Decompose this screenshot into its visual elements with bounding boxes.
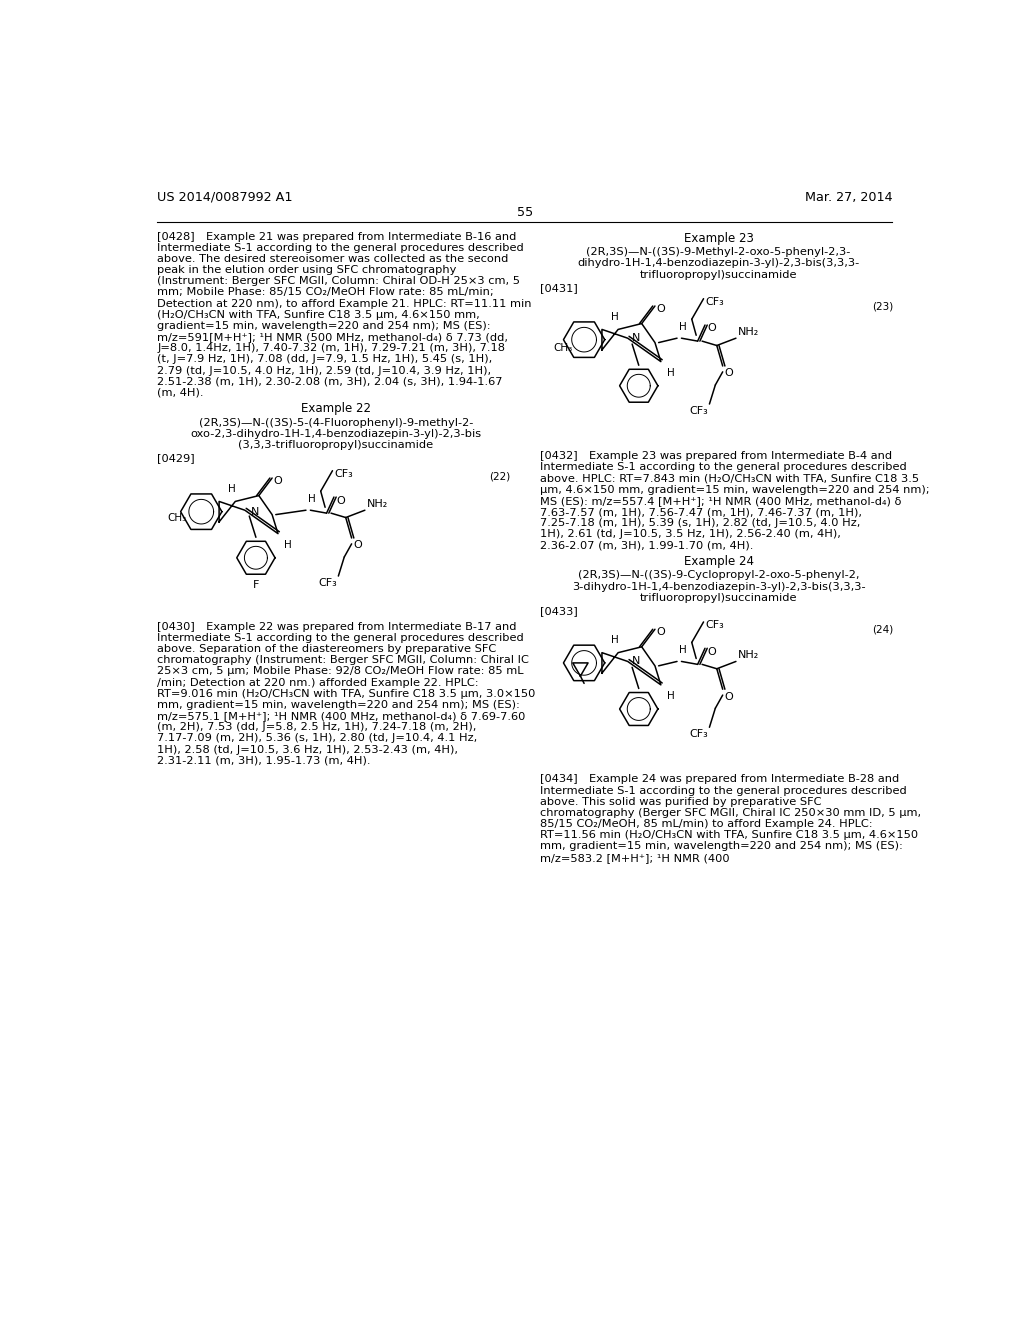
Text: [0434] Example 24 was prepared from Intermediate B-28 and: [0434] Example 24 was prepared from Inte… bbox=[541, 775, 899, 784]
Text: mm; Mobile Phase: 85/15 CO₂/MeOH Flow rate: 85 mL/min;: mm; Mobile Phase: 85/15 CO₂/MeOH Flow ra… bbox=[158, 288, 495, 297]
Text: 2.79 (td, J=10.5, 4.0 Hz, 1H), 2.59 (td, J=10.4, 3.9 Hz, 1H),: 2.79 (td, J=10.5, 4.0 Hz, 1H), 2.59 (td,… bbox=[158, 366, 492, 375]
Text: CF₃: CF₃ bbox=[318, 578, 337, 587]
Text: [0429]: [0429] bbox=[158, 454, 196, 463]
Text: RT=11.56 min (H₂O/CH₃CN with TFA, Sunfire C18 3.5 μm, 4.6×150: RT=11.56 min (H₂O/CH₃CN with TFA, Sunfir… bbox=[541, 830, 919, 841]
Text: gradient=15 min, wavelength=220 and 254 nm); MS (ES):: gradient=15 min, wavelength=220 and 254 … bbox=[158, 321, 492, 331]
Text: 1H), 2.58 (td, J=10.5, 3.6 Hz, 1H), 2.53-2.43 (m, 4H),: 1H), 2.58 (td, J=10.5, 3.6 Hz, 1H), 2.53… bbox=[158, 744, 459, 755]
Text: chromatography (Berger SFC MGII, Chiral IC 250×30 mm ID, 5 μm,: chromatography (Berger SFC MGII, Chiral … bbox=[541, 808, 922, 818]
Text: (Instrument: Berger SFC MGII, Column: Chiral OD-H 25×3 cm, 5: (Instrument: Berger SFC MGII, Column: Ch… bbox=[158, 276, 520, 286]
Text: (2R,3S)—N-((3S)-5-(4-Fluorophenyl)-9-methyl-2-: (2R,3S)—N-((3S)-5-(4-Fluorophenyl)-9-met… bbox=[199, 417, 473, 428]
Text: RT=9.016 min (H₂O/CH₃CN with TFA, Sunfire C18 3.5 μm, 3.0×150: RT=9.016 min (H₂O/CH₃CN with TFA, Sunfir… bbox=[158, 689, 536, 698]
Text: /min; Detection at 220 nm.) afforded Example 22. HPLC:: /min; Detection at 220 nm.) afforded Exa… bbox=[158, 677, 479, 688]
Text: N: N bbox=[632, 656, 640, 667]
Text: Intermediate S-1 according to the general procedures described: Intermediate S-1 according to the genera… bbox=[541, 785, 907, 796]
Text: (2R,3S)—N-((3S)-9-Methyl-2-oxo-5-phenyl-2,3-: (2R,3S)—N-((3S)-9-Methyl-2-oxo-5-phenyl-… bbox=[587, 247, 851, 257]
Text: (3,3,3-trifluoropropyl)succinamide: (3,3,3-trifluoropropyl)succinamide bbox=[239, 440, 433, 450]
Text: [0430] Example 22 was prepared from Intermediate B-17 and: [0430] Example 22 was prepared from Inte… bbox=[158, 622, 517, 632]
Text: CF₃: CF₃ bbox=[706, 620, 724, 631]
Text: NH₂: NH₂ bbox=[737, 326, 759, 337]
Text: NH₂: NH₂ bbox=[367, 499, 388, 508]
Text: 2.36-2.07 (m, 3H), 1.99-1.70 (m, 4H).: 2.36-2.07 (m, 3H), 1.99-1.70 (m, 4H). bbox=[541, 541, 754, 550]
Text: [0431]: [0431] bbox=[541, 282, 579, 293]
Text: peak in the elution order using SFC chromatography: peak in the elution order using SFC chro… bbox=[158, 265, 457, 275]
Text: O: O bbox=[708, 323, 716, 334]
Text: 2.51-2.38 (m, 1H), 2.30-2.08 (m, 3H), 2.04 (s, 3H), 1.94-1.67: 2.51-2.38 (m, 1H), 2.30-2.08 (m, 3H), 2.… bbox=[158, 376, 503, 387]
Text: oxo-2,3-dihydro-1H-1,4-benzodiazepin-3-yl)-2,3-bis: oxo-2,3-dihydro-1H-1,4-benzodiazepin-3-y… bbox=[190, 429, 481, 440]
Text: 85/15 CO₂/MeOH, 85 mL/min) to afford Example 24. HPLC:: 85/15 CO₂/MeOH, 85 mL/min) to afford Exa… bbox=[541, 820, 872, 829]
Text: H: H bbox=[285, 540, 292, 550]
Text: 1H), 2.61 (td, J=10.5, 3.5 Hz, 1H), 2.56-2.40 (m, 4H),: 1H), 2.61 (td, J=10.5, 3.5 Hz, 1H), 2.56… bbox=[541, 529, 841, 540]
Text: O: O bbox=[273, 475, 283, 486]
Text: H: H bbox=[667, 690, 675, 701]
Text: CH₃: CH₃ bbox=[168, 513, 187, 523]
Text: H: H bbox=[611, 635, 618, 645]
Text: 7.17-7.09 (m, 2H), 5.36 (s, 1H), 2.80 (td, J=10.4, 4.1 Hz,: 7.17-7.09 (m, 2H), 5.36 (s, 1H), 2.80 (t… bbox=[158, 734, 478, 743]
Text: 7.25-7.18 (m, 1H), 5.39 (s, 1H), 2.82 (td, J=10.5, 4.0 Hz,: 7.25-7.18 (m, 1H), 5.39 (s, 1H), 2.82 (t… bbox=[541, 519, 861, 528]
Text: (m, 4H).: (m, 4H). bbox=[158, 388, 204, 397]
Text: H: H bbox=[679, 322, 686, 333]
Text: 2.31-2.11 (m, 3H), 1.95-1.73 (m, 4H).: 2.31-2.11 (m, 3H), 1.95-1.73 (m, 4H). bbox=[158, 756, 371, 766]
Text: (22): (22) bbox=[488, 471, 510, 482]
Text: CF₃: CF₃ bbox=[706, 297, 724, 308]
Text: N: N bbox=[632, 333, 640, 343]
Text: Detection at 220 nm), to afford Example 21. HPLC: RT=11.11 min: Detection at 220 nm), to afford Example … bbox=[158, 298, 531, 309]
Text: μm, 4.6×150 mm, gradient=15 min, wavelength=220 and 254 nm);: μm, 4.6×150 mm, gradient=15 min, wavelen… bbox=[541, 484, 930, 495]
Text: O: O bbox=[724, 368, 733, 379]
Text: CF₃: CF₃ bbox=[334, 469, 353, 479]
Text: O: O bbox=[708, 647, 716, 657]
Text: m/z=583.2 [M+H⁺]; ¹H NMR (400: m/z=583.2 [M+H⁺]; ¹H NMR (400 bbox=[541, 853, 730, 863]
Text: Intermediate S-1 according to the general procedures described: Intermediate S-1 according to the genera… bbox=[541, 462, 907, 473]
Text: chromatography (Instrument: Berger SFC MGII, Column: Chiral IC: chromatography (Instrument: Berger SFC M… bbox=[158, 655, 529, 665]
Text: H: H bbox=[679, 645, 686, 655]
Text: trifluoropropyl)succinamide: trifluoropropyl)succinamide bbox=[640, 593, 798, 603]
Text: J=8.0, 1.4Hz, 1H), 7.40-7.32 (m, 1H), 7.29-7.21 (m, 3H), 7.18: J=8.0, 1.4Hz, 1H), 7.40-7.32 (m, 1H), 7.… bbox=[158, 343, 506, 354]
Text: O: O bbox=[353, 540, 361, 550]
Text: CH₃: CH₃ bbox=[553, 343, 572, 352]
Text: dihydro-1H-1,4-benzodiazepin-3-yl)-2,3-bis(3,3,3-: dihydro-1H-1,4-benzodiazepin-3-yl)-2,3-b… bbox=[578, 259, 860, 268]
Text: 55: 55 bbox=[517, 206, 532, 219]
Text: Example 24: Example 24 bbox=[684, 554, 754, 568]
Text: [0428] Example 21 was prepared from Intermediate B-16 and: [0428] Example 21 was prepared from Inte… bbox=[158, 231, 517, 242]
Text: (H₂O/CH₃CN with TFA, Sunfire C18 3.5 μm, 4.6×150 mm,: (H₂O/CH₃CN with TFA, Sunfire C18 3.5 μm,… bbox=[158, 310, 480, 319]
Text: Example 22: Example 22 bbox=[301, 403, 371, 414]
Text: O: O bbox=[724, 692, 733, 701]
Text: H: H bbox=[307, 494, 315, 504]
Text: 3-dihydro-1H-1,4-benzodiazepin-3-yl)-2,3-bis(3,3,3-: 3-dihydro-1H-1,4-benzodiazepin-3-yl)-2,3… bbox=[571, 582, 865, 591]
Text: m/z=591[M+H⁺]; ¹H NMR (500 MHz, methanol-d₄) δ 7.73 (dd,: m/z=591[M+H⁺]; ¹H NMR (500 MHz, methanol… bbox=[158, 333, 509, 342]
Text: O: O bbox=[336, 495, 345, 506]
Text: CF₃: CF₃ bbox=[689, 405, 708, 416]
Text: 25×3 cm, 5 μm; Mobile Phase: 92/8 CO₂/MeOH Flow rate: 85 mL: 25×3 cm, 5 μm; Mobile Phase: 92/8 CO₂/Me… bbox=[158, 667, 524, 676]
Text: trifluoropropyl)succinamide: trifluoropropyl)succinamide bbox=[640, 269, 798, 280]
Text: above. This solid was purified by preparative SFC: above. This solid was purified by prepar… bbox=[541, 797, 822, 807]
Text: [0433]: [0433] bbox=[541, 606, 579, 616]
Text: mm, gradient=15 min, wavelength=220 and 254 nm); MS (ES):: mm, gradient=15 min, wavelength=220 and … bbox=[158, 700, 520, 710]
Text: NH₂: NH₂ bbox=[737, 649, 759, 660]
Text: O: O bbox=[656, 627, 666, 638]
Text: H: H bbox=[667, 368, 675, 378]
Text: Intermediate S-1 according to the general procedures described: Intermediate S-1 according to the genera… bbox=[158, 243, 524, 252]
Text: CF₃: CF₃ bbox=[689, 729, 708, 739]
Text: (2R,3S)—N-((3S)-9-Cyclopropyl-2-oxo-5-phenyl-2,: (2R,3S)—N-((3S)-9-Cyclopropyl-2-oxo-5-ph… bbox=[578, 570, 859, 581]
Text: Mar. 27, 2014: Mar. 27, 2014 bbox=[805, 190, 892, 203]
Text: above. Separation of the diastereomers by preparative SFC: above. Separation of the diastereomers b… bbox=[158, 644, 497, 655]
Text: Intermediate S-1 according to the general procedures described: Intermediate S-1 according to the genera… bbox=[158, 634, 524, 643]
Text: F: F bbox=[253, 579, 259, 590]
Text: (t, J=7.9 Hz, 1H), 7.08 (dd, J=7.9, 1.5 Hz, 1H), 5.45 (s, 1H),: (t, J=7.9 Hz, 1H), 7.08 (dd, J=7.9, 1.5 … bbox=[158, 354, 493, 364]
Text: m/z=575.1 [M+H⁺]; ¹H NMR (400 MHz, methanol-d₄) δ 7.69-7.60: m/z=575.1 [M+H⁺]; ¹H NMR (400 MHz, metha… bbox=[158, 711, 526, 721]
Text: H: H bbox=[228, 483, 237, 494]
Text: mm, gradient=15 min, wavelength=220 and 254 nm); MS (ES):: mm, gradient=15 min, wavelength=220 and … bbox=[541, 841, 903, 851]
Text: US 2014/0087992 A1: US 2014/0087992 A1 bbox=[158, 190, 293, 203]
Text: N: N bbox=[251, 507, 259, 516]
Text: 7.63-7.57 (m, 1H), 7.56-7.47 (m, 1H), 7.46-7.37 (m, 1H),: 7.63-7.57 (m, 1H), 7.56-7.47 (m, 1H), 7.… bbox=[541, 507, 862, 517]
Text: (23): (23) bbox=[871, 301, 893, 312]
Text: O: O bbox=[656, 304, 666, 314]
Text: (24): (24) bbox=[871, 624, 893, 635]
Text: [0432] Example 23 was prepared from Intermediate B-4 and: [0432] Example 23 was prepared from Inte… bbox=[541, 451, 893, 461]
Text: H: H bbox=[611, 312, 618, 322]
Text: (m, 2H), 7.53 (dd, J=5.8, 2.5 Hz, 1H), 7.24-7.18 (m, 2H),: (m, 2H), 7.53 (dd, J=5.8, 2.5 Hz, 1H), 7… bbox=[158, 722, 477, 733]
Text: above. HPLC: RT=7.843 min (H₂O/CH₃CN with TFA, Sunfire C18 3.5: above. HPLC: RT=7.843 min (H₂O/CH₃CN wit… bbox=[541, 474, 920, 483]
Text: MS (ES): m/z=557.4 [M+H⁺]; ¹H NMR (400 MHz, methanol-d₄) δ: MS (ES): m/z=557.4 [M+H⁺]; ¹H NMR (400 M… bbox=[541, 496, 902, 506]
Text: above. The desired stereoisomer was collected as the second: above. The desired stereoisomer was coll… bbox=[158, 253, 509, 264]
Text: Example 23: Example 23 bbox=[684, 231, 754, 244]
